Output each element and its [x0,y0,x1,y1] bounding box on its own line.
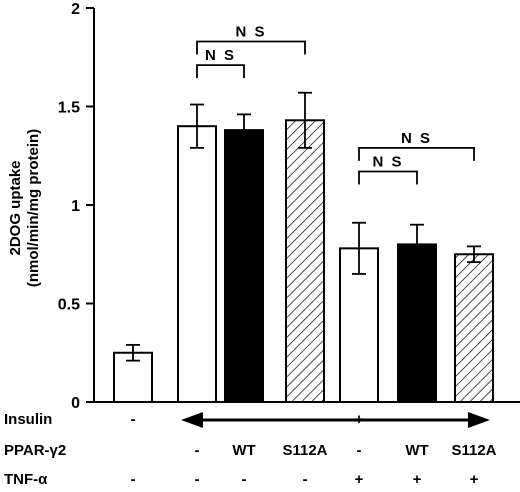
error-bar [410,223,424,266]
condition-cell: - [195,442,200,459]
significance-label: N S [372,154,403,171]
significance-bracket: N S [196,23,306,55]
condition-row-label: TNF-α [4,471,48,488]
error-bar [352,221,366,275]
error-bar [467,245,481,264]
significance-bracket: N S [358,154,418,185]
condition-cell: - [131,411,136,428]
bar [177,125,217,403]
significance-label: N S [401,130,432,147]
significance-bracket: N S [196,47,245,79]
error-bar [237,113,251,147]
bar [285,119,325,403]
bars [113,119,494,403]
condition-row-label: PPAR-γ2 [4,442,66,459]
condition-cell: S112A [282,442,327,459]
condition-cell: - [303,471,308,488]
y-axis-label-line1: 2DOG uptake [7,160,24,255]
y-axis-label: 2DOG uptake (nmol/min/mg protein) [7,129,42,287]
y-tick-label: 0 [71,395,80,412]
error-bar [126,343,140,362]
bar [397,243,437,403]
y-tick-label: 0.5 [58,297,80,314]
condition-cell: - [131,471,136,488]
condition-table: Insulin - + PPAR-γ2 - WT S112A - WT S112A TNF-α - - -… [4,411,497,488]
condition-cell: - [357,442,362,459]
y-ticks: 0 0.5 1 1.5 2 [58,1,94,412]
y-axis-label-line2: (nmol/min/mg protein) [25,129,42,287]
condition-cell: - [242,471,247,488]
significance-brackets: N S N S N S N S [196,23,475,185]
bar [454,253,494,403]
significance-label: N S [205,47,236,64]
y-tick-label: 1 [71,198,80,215]
bar [224,129,264,403]
y-tick-label: 1.5 [58,100,80,117]
significance-label: N S [235,23,266,40]
condition-cell: + [413,471,422,488]
error-bar [298,91,312,149]
condition-cell: WT [405,442,428,459]
range-arrow [181,412,490,428]
condition-cell: + [470,471,479,488]
condition-cell: + [355,471,364,488]
condition-cell: WT [232,442,255,459]
condition-cell: - [195,471,200,488]
condition-cell: S112A [451,442,496,459]
error-bars [126,91,481,362]
y-axis: 0 0.5 1 1.5 2 [58,1,95,412]
condition-row-label: Insulin [4,411,52,428]
significance-bracket: N S [358,130,475,161]
error-bar [190,103,204,149]
y-tick-label: 2 [71,1,80,18]
